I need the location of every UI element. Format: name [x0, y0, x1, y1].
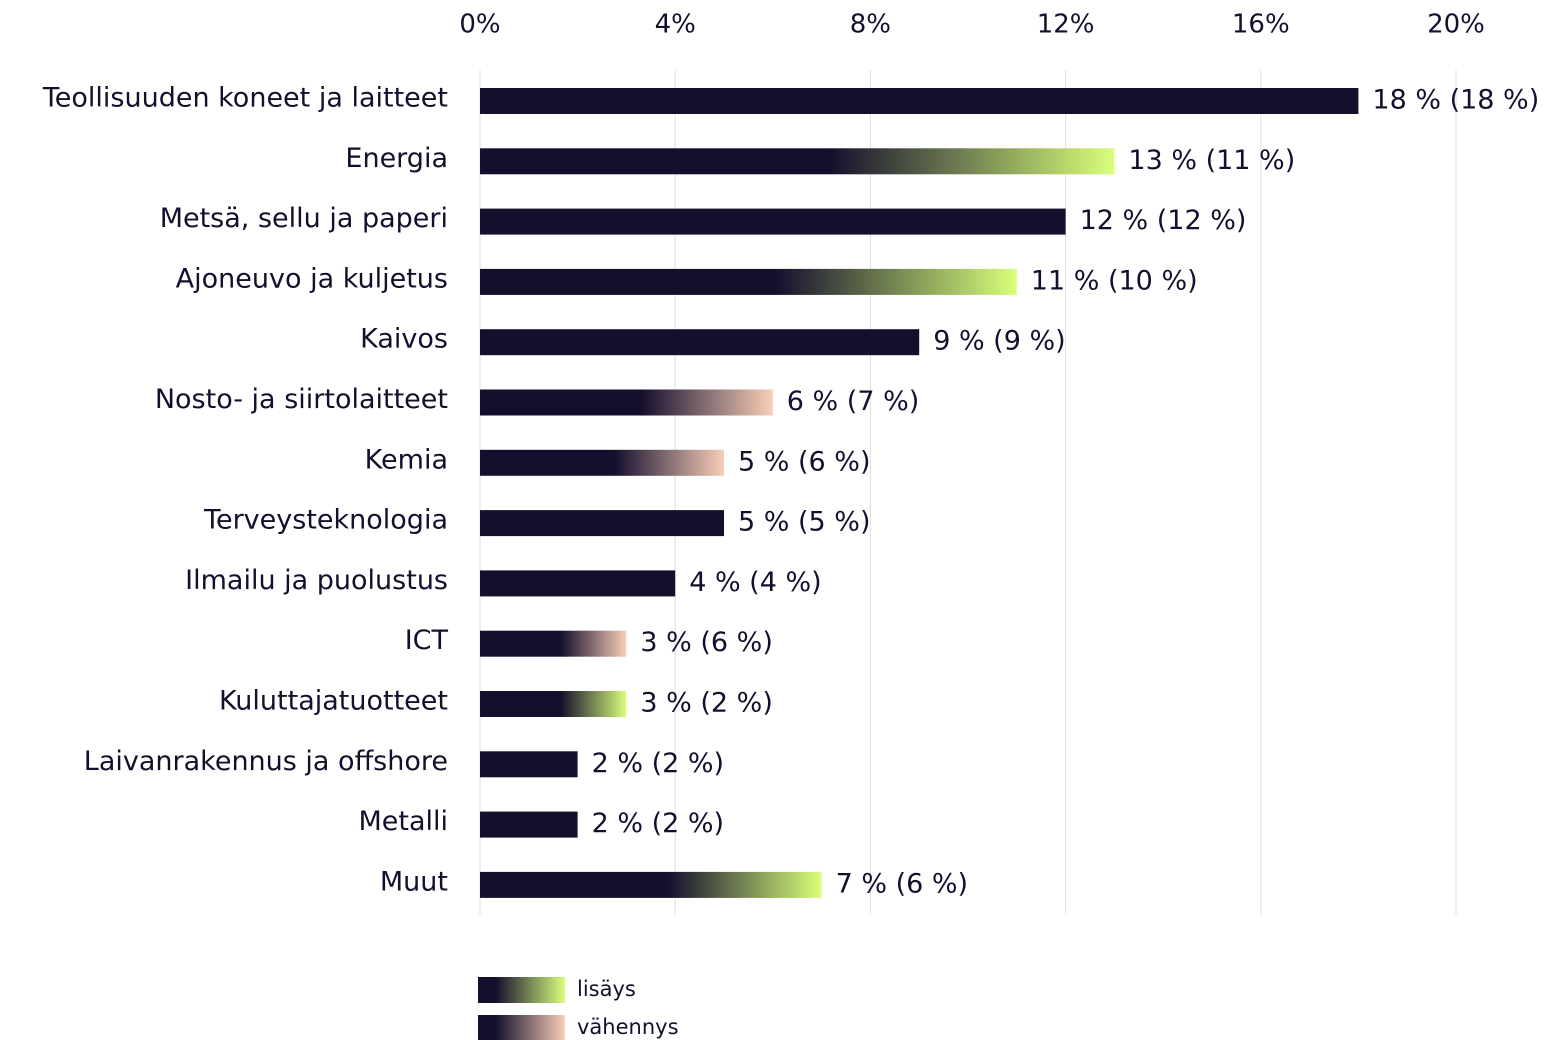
category-label: Metalli [358, 806, 448, 837]
category-label: Kuluttajatuotteet [219, 686, 448, 717]
value-label: 3 % (2 %) [640, 688, 772, 719]
legend-label: lisäys [577, 977, 636, 1001]
bar [480, 88, 1359, 114]
bar [480, 751, 578, 778]
category-label: Kaivos [360, 324, 448, 355]
bar [480, 449, 724, 476]
category-label: Ajoneuvo ja kuljetus [176, 263, 448, 294]
category-label: Energia [345, 143, 448, 174]
value-label: 5 % (6 %) [738, 446, 870, 477]
category-label: Nosto- ja siirtolaitteet [155, 384, 448, 415]
bar [480, 630, 627, 657]
bar [480, 811, 578, 838]
category-label: ICT [405, 625, 449, 656]
bar [480, 329, 920, 356]
value-label: 11 % (10 %) [1031, 265, 1198, 296]
category-label: Ilmailu ja puolustus [185, 565, 448, 596]
category-label: Kemia [365, 444, 448, 475]
bar [480, 389, 773, 416]
value-label: 2 % (2 %) [592, 808, 724, 839]
value-label: 7 % (6 %) [836, 868, 968, 899]
bar [480, 268, 1017, 295]
value-label: 5 % (5 %) [738, 507, 870, 538]
bar [480, 570, 676, 597]
x-tick-label: 8% [850, 10, 891, 40]
x-tick-label: 12% [1037, 10, 1095, 40]
value-label: 9 % (9 %) [933, 326, 1065, 357]
bar [480, 148, 1115, 175]
x-tick-label: 16% [1232, 10, 1290, 40]
bar [480, 691, 627, 717]
legend-swatch [478, 977, 565, 1003]
value-label: 13 % (11 %) [1128, 145, 1295, 176]
value-label: 4 % (4 %) [689, 567, 821, 598]
value-label: 18 % (18 %) [1372, 85, 1539, 116]
value-label: 6 % (7 %) [787, 386, 919, 417]
legend-label: vähennys [577, 1015, 679, 1039]
category-label: Metsä, sellu ja paperi [160, 203, 448, 234]
x-tick-label: 20% [1427, 10, 1485, 40]
legend-swatch [478, 1015, 565, 1040]
bar [480, 871, 822, 898]
category-label: Teollisuuden koneet ja laitteet [42, 83, 448, 114]
x-tick-label: 0% [459, 10, 500, 40]
bar [480, 208, 1066, 235]
value-label: 12 % (12 %) [1080, 205, 1247, 236]
category-label: Muut [380, 866, 448, 897]
category-label: Terveysteknologia [203, 505, 448, 536]
bar [480, 510, 724, 537]
value-label: 3 % (6 %) [640, 627, 772, 658]
value-label: 2 % (2 %) [592, 748, 724, 779]
x-tick-label: 4% [655, 10, 696, 40]
category-label: Laivanrakennus ja offshore [84, 746, 448, 777]
